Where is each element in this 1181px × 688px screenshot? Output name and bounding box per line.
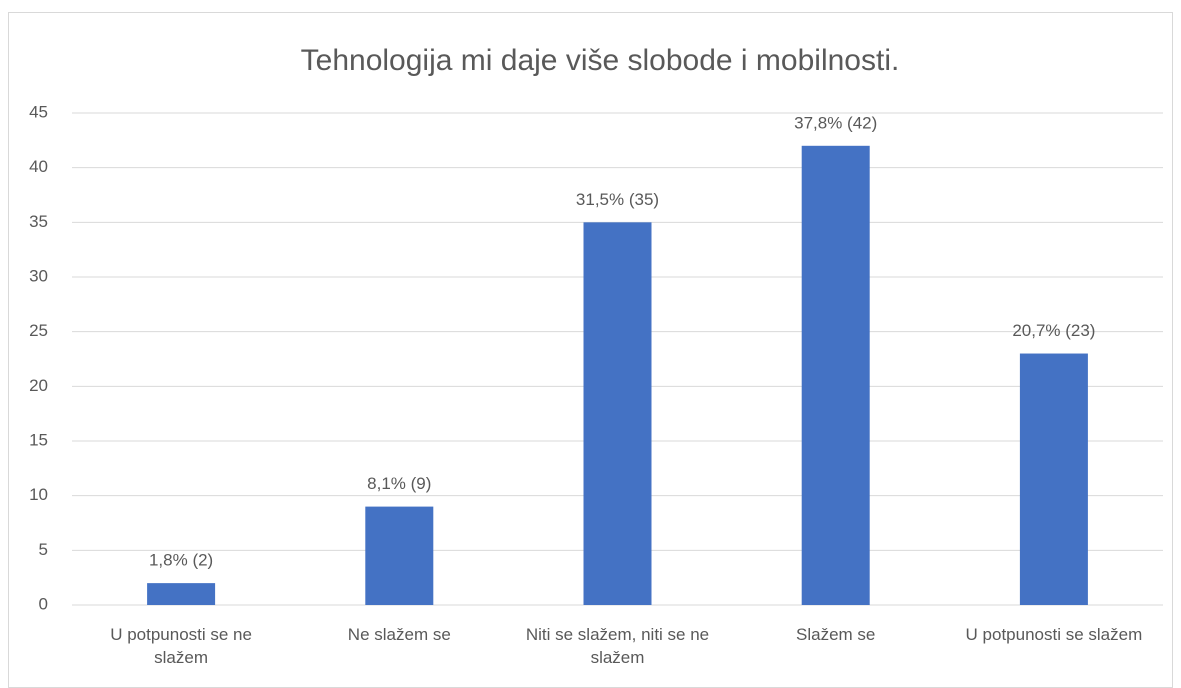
data-label: 31,5% (35)	[576, 190, 659, 209]
data-label: 37,8% (42)	[794, 113, 877, 132]
y-tick-label: 45	[29, 102, 48, 121]
y-tick-label: 30	[29, 266, 48, 285]
y-tick-label: 20	[29, 376, 48, 395]
y-tick-label: 0	[39, 594, 48, 613]
bar	[583, 222, 652, 606]
x-tick-label: Niti se slažem, niti se ne slažem	[525, 625, 710, 667]
data-label: 20,7% (23)	[1012, 321, 1095, 340]
bar	[1019, 353, 1088, 605]
chart-title: Tehnologija mi daje više slobode i mobil…	[301, 44, 900, 77]
y-tick-label: 40	[29, 157, 48, 176]
bar	[801, 145, 870, 606]
data-label: 1,8% (2)	[149, 551, 213, 570]
x-tick-label: Ne slažem se	[347, 625, 451, 644]
bar	[147, 583, 216, 605]
y-tick-label: 15	[29, 430, 48, 449]
y-tick-label: 10	[29, 485, 48, 504]
x-tick-label: Slažem se	[796, 625, 876, 644]
bar	[365, 506, 434, 605]
x-tick-label: U potpunosti se ne slažem	[110, 625, 252, 667]
y-tick-label: 5	[39, 540, 48, 559]
y-tick-label: 35	[29, 212, 48, 231]
y-tick-label: 25	[29, 321, 48, 340]
x-tick-label: U potpunosti se slažem	[965, 625, 1143, 644]
data-label: 8,1% (9)	[367, 474, 431, 493]
